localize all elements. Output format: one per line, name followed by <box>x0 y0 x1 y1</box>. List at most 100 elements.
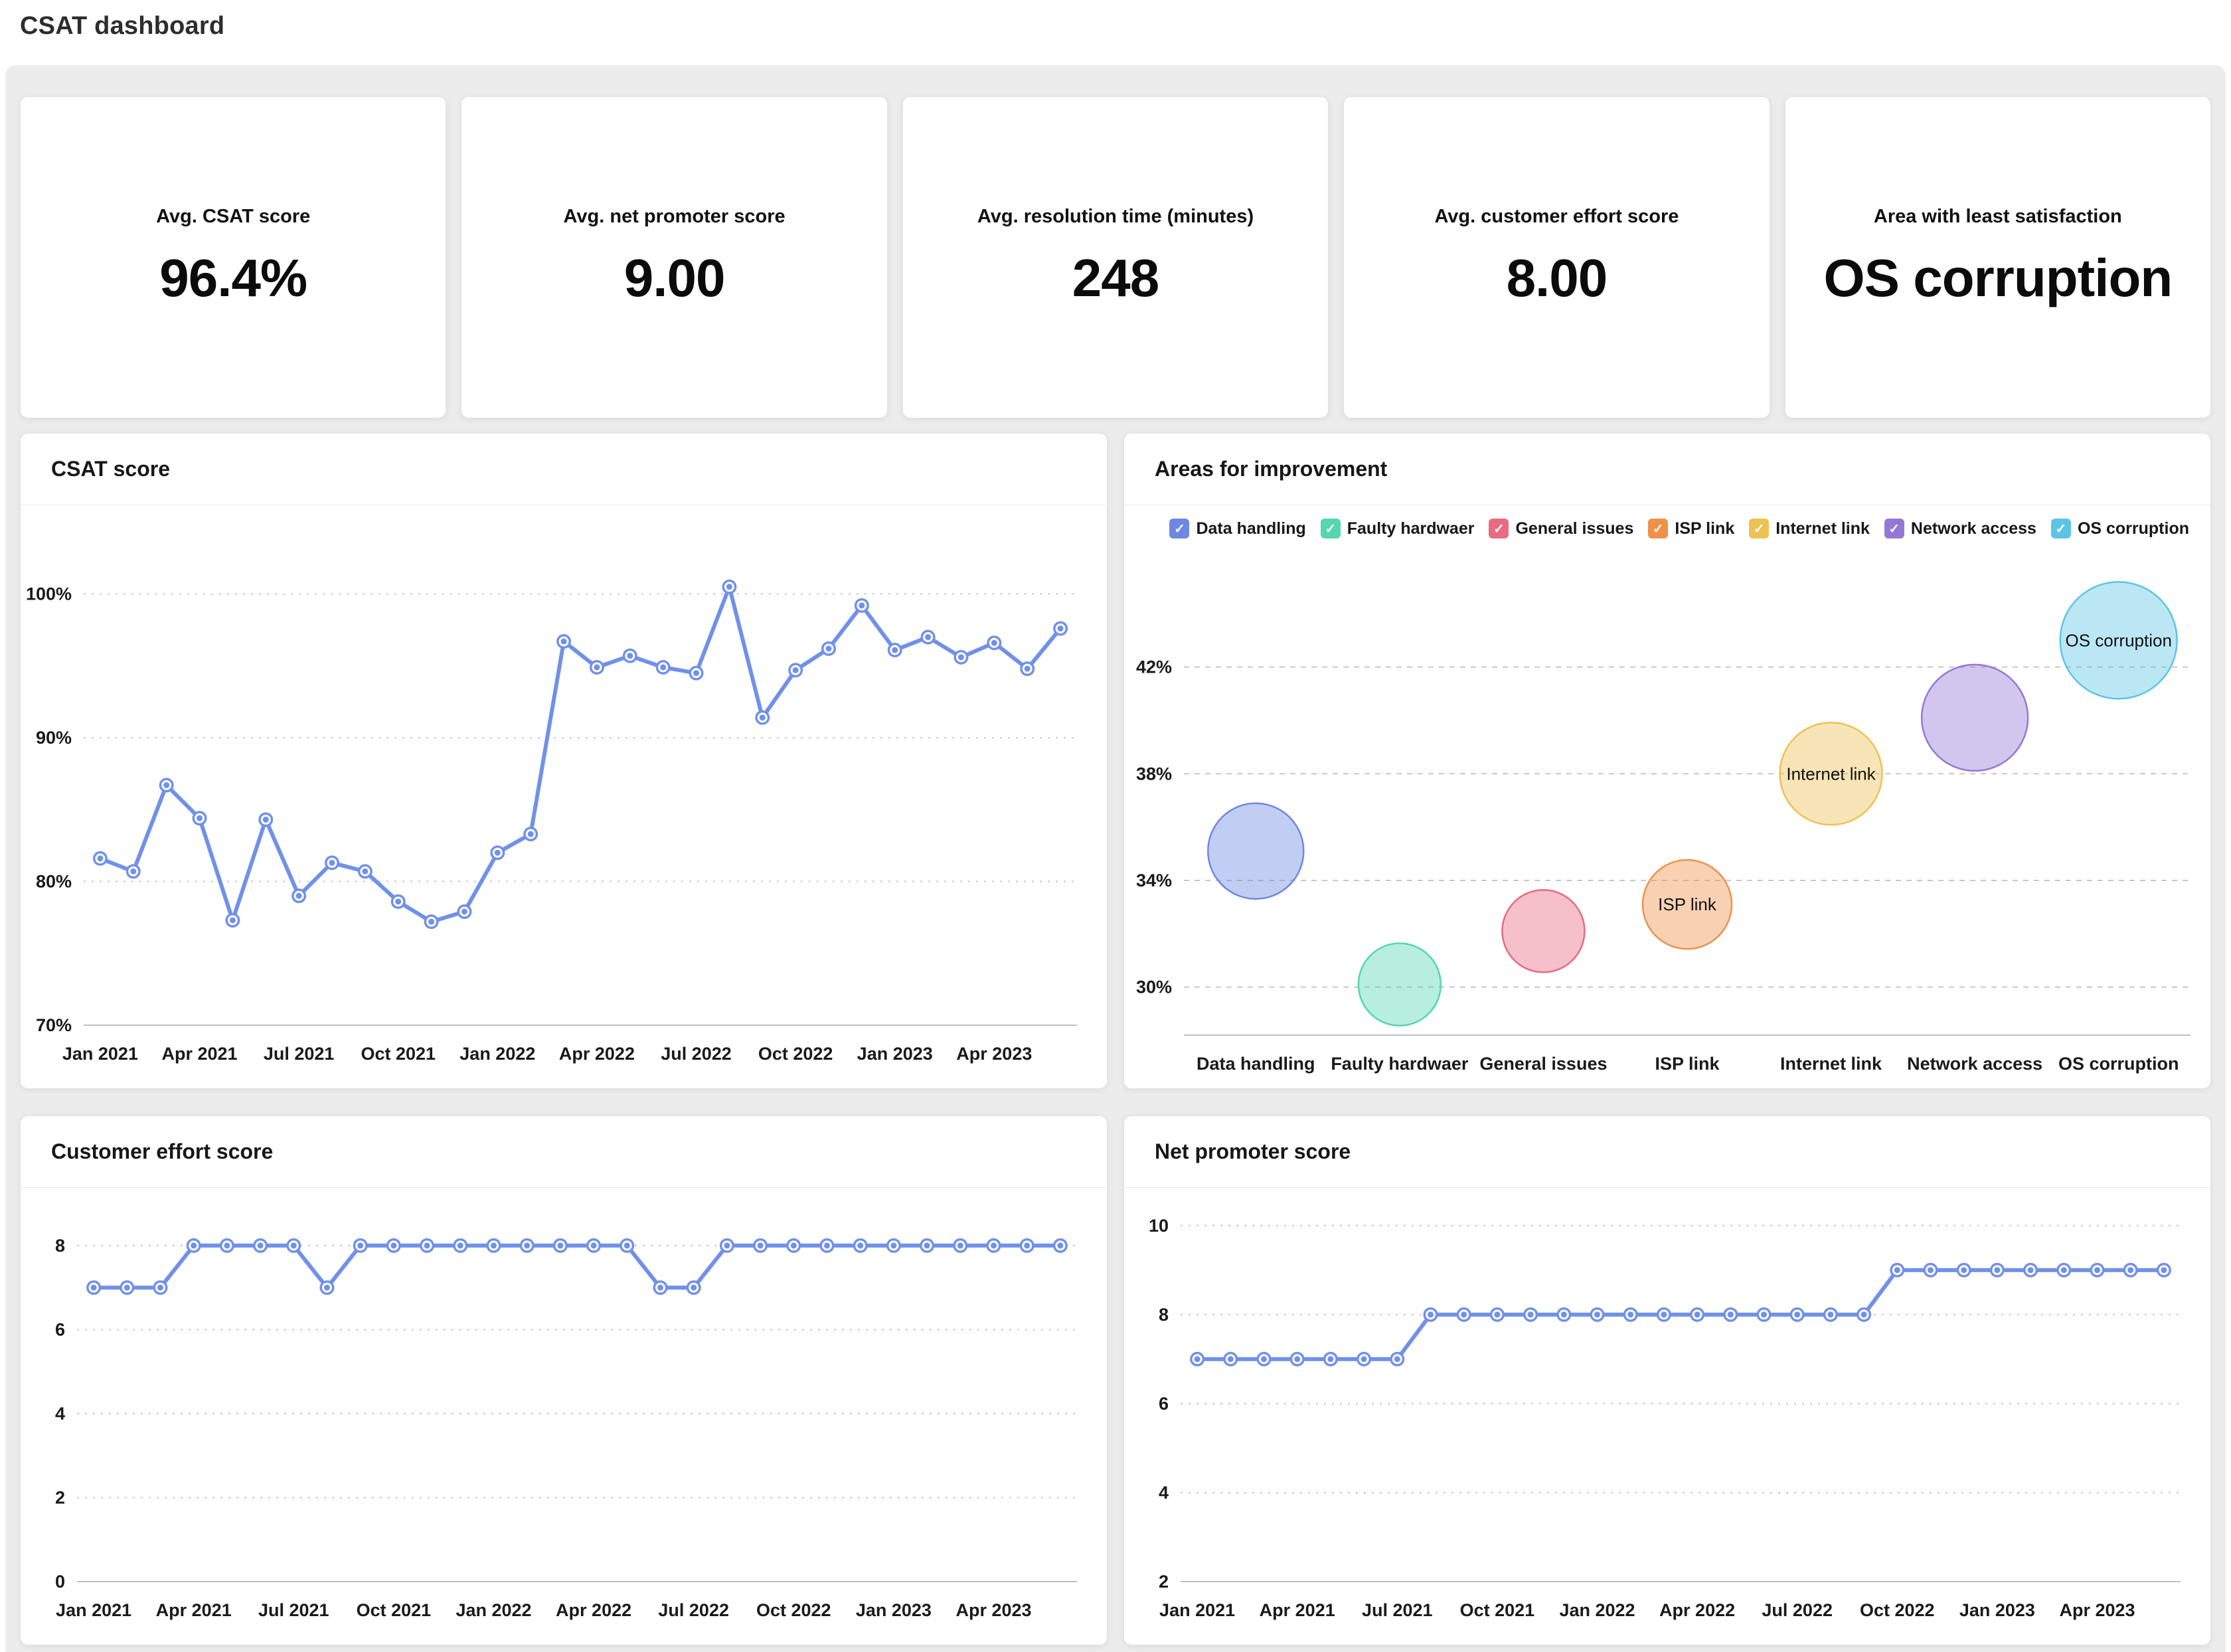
svg-text:100%: 100% <box>26 584 72 604</box>
kpi-value: 8.00 <box>1506 248 1608 307</box>
kpi-card-avg-resolution-time: Avg. resolution time (minutes) 248 <box>902 96 1329 418</box>
legend-item-isp-link[interactable]: ✓ ISP link <box>1648 519 1734 538</box>
svg-text:Jan 2022: Jan 2022 <box>1559 1600 1635 1620</box>
kpi-value: 248 <box>1072 248 1159 307</box>
panel-body: 0 2 4 6 8 Jan 2021 Apr 2021 Jul 2021 Oct 2021 Jan… <box>21 1188 1107 1645</box>
panel-csat-score: CSAT score 70% 80% 90% 100% Jan 2021 Apr 2021… <box>20 433 1108 1089</box>
kpi-label: Area with least satisfaction <box>1873 206 2122 227</box>
kpi-card-avg-csat-score: Avg. CSAT score 96.4% <box>20 96 447 418</box>
svg-text:Oct 2021: Oct 2021 <box>357 1600 432 1620</box>
svg-text:Oct 2021: Oct 2021 <box>1460 1600 1535 1620</box>
svg-text:42%: 42% <box>1136 657 1172 677</box>
line-series <box>92 1243 1062 1290</box>
svg-text:Apr 2021: Apr 2021 <box>161 1044 237 1064</box>
svg-text:6: 6 <box>55 1319 65 1339</box>
svg-text:Apr 2023: Apr 2023 <box>2059 1600 2135 1620</box>
legend-item-data-handling[interactable]: ✓ Data handling <box>1169 519 1306 538</box>
svg-text:Jan 2023: Jan 2023 <box>857 1044 933 1064</box>
gridlines: 30% 34% 38% 42% <box>1136 657 2190 997</box>
kpi-card-avg-net-promoter-score: Avg. net promoter score 9.00 <box>461 96 888 418</box>
svg-text:ISP link: ISP link <box>1655 1054 1720 1074</box>
panel-header: CSAT score <box>21 434 1107 505</box>
svg-text:ISP link: ISP link <box>1658 894 1717 914</box>
svg-text:38%: 38% <box>1136 764 1172 784</box>
svg-text:8: 8 <box>1159 1305 1169 1325</box>
kpi-label: Avg. net promoter score <box>563 206 785 227</box>
data-point-markers <box>86 1238 1068 1295</box>
svg-text:Apr 2021: Apr 2021 <box>156 1600 232 1620</box>
svg-text:Data handling: Data handling <box>1197 1054 1315 1074</box>
legend-item-general-issues[interactable]: ✓ General issues <box>1489 519 1633 538</box>
svg-text:80%: 80% <box>36 872 72 892</box>
svg-text:0: 0 <box>55 1572 65 1592</box>
svg-text:Jan 2022: Jan 2022 <box>455 1600 531 1620</box>
x-axis-labels: Data handling Faulty hardwaer General issu… <box>1197 1054 2179 1074</box>
legend-item-faulty-hardwaer[interactable]: ✓ Faulty hardwaer <box>1320 519 1475 538</box>
svg-text:Network access: Network access <box>1907 1054 2042 1074</box>
svg-text:OS corruption: OS corruption <box>2066 630 2172 650</box>
bubble-OS corruption <box>2059 581 2178 700</box>
gridlines: 0 2 4 6 8 <box>55 1236 1077 1592</box>
svg-text:Jan 2021: Jan 2021 <box>1159 1600 1235 1620</box>
kpi-label: Avg. customer effort score <box>1434 206 1679 227</box>
legend-checkbox-icon[interactable]: ✓ <box>2050 519 2071 538</box>
svg-text:Apr 2021: Apr 2021 <box>1260 1600 1335 1620</box>
svg-text:Apr 2023: Apr 2023 <box>955 1600 1031 1620</box>
panel-title: Areas for improvement <box>1155 457 1388 481</box>
panel-header: Customer effort score <box>21 1116 1107 1188</box>
svg-text:Jan 2023: Jan 2023 <box>1959 1600 2035 1620</box>
page-title: CSAT dashboard <box>20 12 225 40</box>
bubble-Internet link <box>1779 722 1883 826</box>
legend-checkbox-icon[interactable]: ✓ <box>1320 519 1341 538</box>
csat-score-line-chart[interactable]: 70% 80% 90% 100% Jan 2021 Apr 2021 Jul 2021 Oct… <box>21 505 1107 1088</box>
legend-item-internet-link[interactable]: ✓ Internet link <box>1749 519 1870 538</box>
panel-areas-for-improvement: Areas for improvement ✓ Data handling ✓ Fau… <box>1123 433 2211 1089</box>
data-point-markers <box>92 579 1068 930</box>
gridlines: 2 4 6 8 10 <box>1149 1216 2181 1592</box>
legend-checkbox-icon[interactable]: ✓ <box>1648 519 1669 538</box>
svg-text:6: 6 <box>1159 1394 1169 1414</box>
svg-text:Oct 2021: Oct 2021 <box>361 1044 436 1064</box>
topbar: CSAT dashboard <box>0 0 2231 65</box>
legend-checkbox-icon[interactable]: ✓ <box>1884 519 1904 538</box>
legend-label: General issues <box>1515 519 1634 538</box>
legend-checkbox-icon[interactable]: ✓ <box>1489 519 1509 538</box>
panel-body: 70% 80% 90% 100% Jan 2021 Apr 2021 Jul 2021 Oct… <box>21 505 1107 1088</box>
line-series <box>98 584 1063 924</box>
legend-item-network-access[interactable]: ✓ Network access <box>1884 519 2036 538</box>
svg-text:10: 10 <box>1149 1216 1169 1236</box>
panel-body: 2 4 6 8 10 Jan 2021 Apr 2021 Jul 2021 Oct 2021 Ja… <box>1124 1188 2210 1645</box>
panel-customer-effort-score: Customer effort score 0 2 4 6 8 Jan 2021 Apr 2… <box>20 1115 1108 1645</box>
kpi-card-avg-customer-effort-score: Avg. customer effort score 8.00 <box>1343 96 1770 418</box>
svg-text:Faulty hardwaer: Faulty hardwaer <box>1331 1054 1469 1074</box>
areas-for-improvement-bubble-chart[interactable]: 30% 34% 38% 42% Data handling Faulty hardwaer… <box>1124 552 2210 1088</box>
legend-label: OS corruption <box>2077 519 2189 538</box>
gridlines: 70% 80% 90% 100% <box>26 584 1077 1035</box>
legend-label: Faulty hardwaer <box>1347 519 1475 538</box>
bubble-Faulty hardwaer <box>1357 942 1442 1027</box>
svg-text:Jan 2022: Jan 2022 <box>459 1044 535 1064</box>
bubbles: ISP link Internet link OS corruption <box>1207 581 2178 1027</box>
dashboard-content: Avg. CSAT score 96.4% Avg. net promoter … <box>5 65 2226 1652</box>
legend-checkbox-icon[interactable]: ✓ <box>1749 519 1770 538</box>
svg-text:4: 4 <box>55 1404 65 1424</box>
panel-title: Net promoter score <box>1155 1139 1351 1163</box>
legend-label: Internet link <box>1776 519 1870 538</box>
panel-header: Net promoter score <box>1124 1116 2210 1188</box>
legend-checkbox-icon[interactable]: ✓ <box>1169 519 1190 538</box>
panel-header: Areas for improvement <box>1124 434 2210 505</box>
svg-text:General issues: General issues <box>1479 1054 1607 1074</box>
kpi-card-area-least-satisfaction: Area with least satisfaction OS corrupti… <box>1784 96 2212 418</box>
panel-title: CSAT score <box>51 457 171 481</box>
svg-text:Apr 2022: Apr 2022 <box>1659 1600 1735 1620</box>
bubble-Data handling <box>1207 802 1305 900</box>
legend-item-os-corruption[interactable]: ✓ OS corruption <box>2050 519 2189 538</box>
kpi-row: Avg. CSAT score 96.4% Avg. net promoter … <box>20 96 2212 418</box>
svg-text:34%: 34% <box>1136 870 1172 890</box>
svg-text:OS corruption: OS corruption <box>2058 1054 2179 1074</box>
data-point-markers <box>1190 1262 2171 1366</box>
svg-text:4: 4 <box>1159 1483 1169 1503</box>
svg-text:Jan 2023: Jan 2023 <box>856 1600 932 1620</box>
